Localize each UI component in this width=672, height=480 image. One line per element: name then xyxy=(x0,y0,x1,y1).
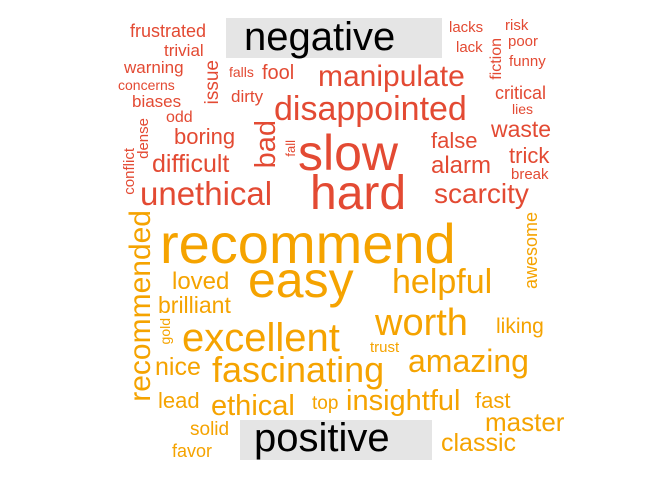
word-fool: fool xyxy=(262,62,295,84)
word-solid: solid xyxy=(190,419,230,440)
word-trick: trick xyxy=(509,143,550,168)
word-recommend: recommend xyxy=(160,212,456,275)
word-top: top xyxy=(312,393,339,414)
word-nice: nice xyxy=(155,353,201,381)
word-awesome: awesome xyxy=(521,212,541,290)
word-biases: biases xyxy=(132,92,182,111)
negative-label-background xyxy=(226,18,442,58)
word-helpful: helpful xyxy=(392,263,493,301)
word-trivial: trivial xyxy=(164,41,204,60)
word-concerns: concerns xyxy=(118,77,175,93)
word-funny: funny xyxy=(509,53,546,70)
word-disappointed: disappointed xyxy=(274,90,467,128)
positive-label: positive xyxy=(254,416,390,460)
word-lies: lies xyxy=(512,101,534,117)
word-risk: risk xyxy=(505,17,529,34)
negative-label: negative xyxy=(244,15,396,59)
word-trust: trust xyxy=(370,339,400,356)
word-bad: bad xyxy=(250,120,282,169)
word-odd: odd xyxy=(166,109,193,126)
word-waste: waste xyxy=(491,116,552,142)
word-scarcity: scarcity xyxy=(434,178,529,209)
word-alarm: alarm xyxy=(431,152,492,179)
word-poor: poor xyxy=(508,33,539,50)
word-insightful: insightful xyxy=(346,385,461,417)
word-classic: classic xyxy=(441,429,517,457)
word-dirty: dirty xyxy=(231,87,264,106)
word-liking: liking xyxy=(496,315,544,338)
word-difficult: difficult xyxy=(152,150,230,178)
word-falls: falls xyxy=(229,64,254,80)
word-dense: dense xyxy=(135,118,152,159)
word-lead: lead xyxy=(158,388,200,413)
word-lack: lack xyxy=(456,39,483,56)
word-master: master xyxy=(485,407,565,437)
word-worth: worth xyxy=(375,302,468,344)
word-warning: warning xyxy=(124,58,184,77)
word-unethical: unethical xyxy=(140,175,273,212)
word-gold: gold xyxy=(157,318,173,345)
word-hard: hard xyxy=(310,167,407,220)
word-brilliant: brilliant xyxy=(158,292,231,318)
word-break: break xyxy=(511,166,549,183)
word-frustrated: frustrated xyxy=(130,21,207,41)
word-lacks: lacks xyxy=(449,19,484,36)
word-fiction: fiction xyxy=(488,38,505,80)
word-false: false xyxy=(431,128,478,153)
word-ethical: ethical xyxy=(211,390,295,422)
word-easy: easy xyxy=(248,252,354,308)
word-fast: fast xyxy=(475,388,511,413)
word-critical: critical xyxy=(495,83,547,103)
word-boring: boring xyxy=(174,124,236,149)
word-fascinating: fascinating xyxy=(212,349,385,390)
word-issue: issue xyxy=(202,60,223,105)
word-amazing: amazing xyxy=(408,343,529,379)
positive-label-background xyxy=(240,420,432,460)
word-recommended: recommended xyxy=(124,210,157,402)
word-loved: loved xyxy=(172,268,230,295)
word-manipulate: manipulate xyxy=(318,60,465,93)
word-slow: slow xyxy=(298,125,399,181)
word-favor: favor xyxy=(172,441,213,461)
word-excellent: excellent xyxy=(182,316,340,360)
word-fall: fall xyxy=(283,140,298,157)
